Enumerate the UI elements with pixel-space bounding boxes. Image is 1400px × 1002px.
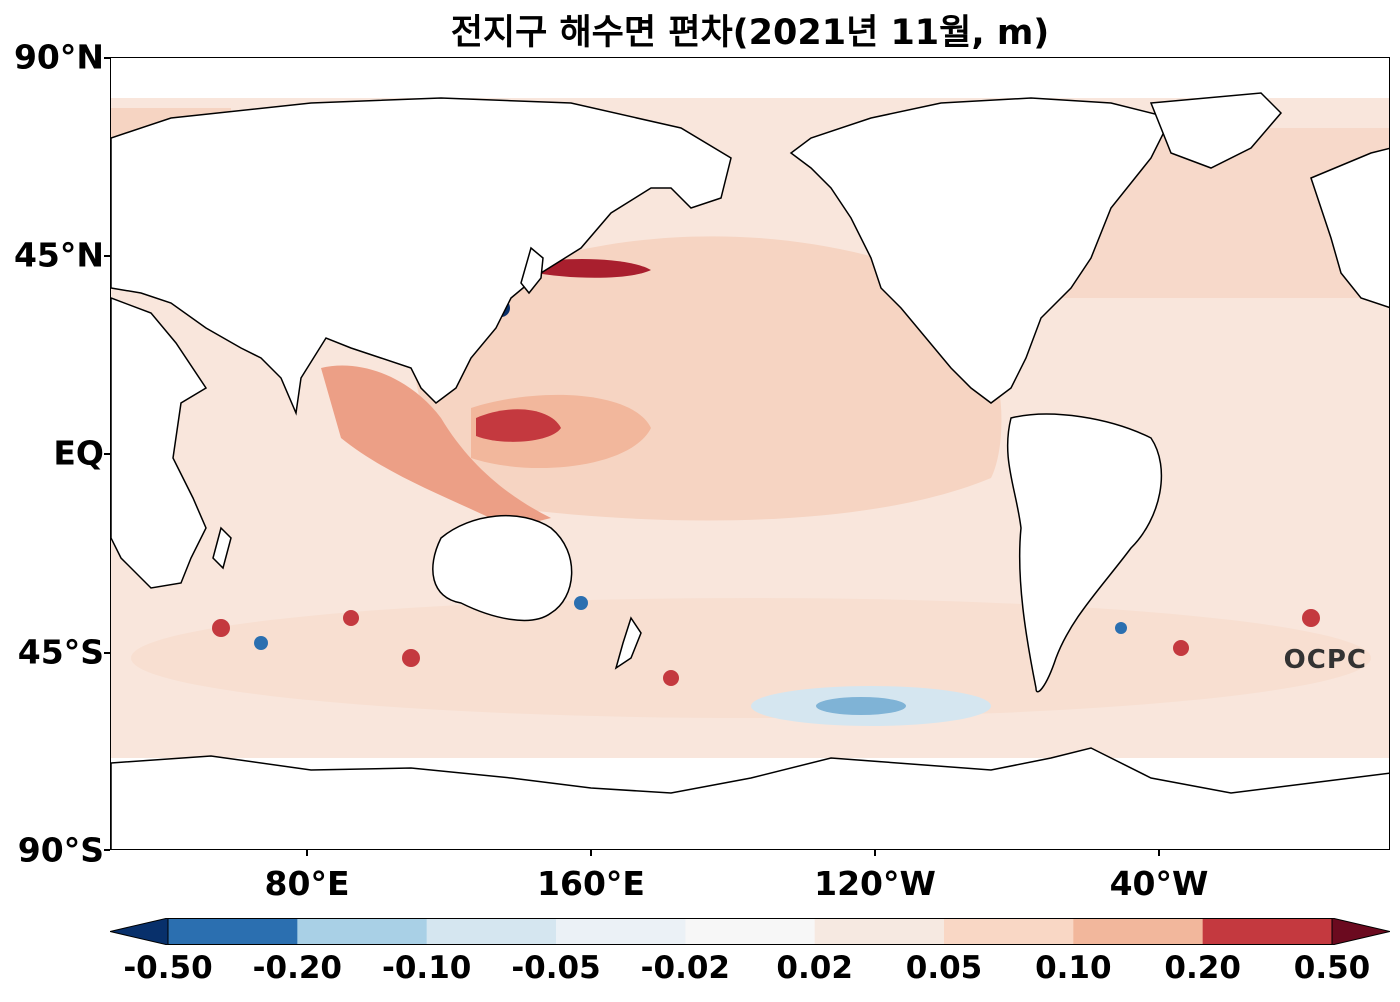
lat-tick — [104, 652, 110, 654]
colorbar-tick-label: 0.20 — [1164, 950, 1241, 986]
map-title: 전지구 해수면 편차(2021년 11월, m) — [450, 13, 1050, 53]
lat-label-90s: 90°S — [17, 830, 104, 870]
west-pacific-strong — [476, 409, 561, 442]
southern-ocean-band — [131, 598, 1371, 718]
southern-ocean-blue-core — [816, 697, 906, 715]
lat-tick — [104, 57, 110, 59]
lat-tick — [104, 255, 110, 257]
colorbar-tick-label: 0.10 — [1035, 950, 1112, 986]
madagascar-land — [212, 526, 232, 570]
lon-label-80e: 80°E — [264, 864, 350, 903]
colorbar-tick-label: 0.02 — [776, 950, 853, 986]
colorbar-extend-low — [110, 918, 169, 945]
antarctica-land — [111, 747, 1389, 849]
lon-label-120w: 120°W — [814, 864, 936, 903]
land-masses — [111, 92, 1389, 849]
lon-tick — [874, 850, 876, 856]
eurasia-land — [111, 97, 732, 416]
lon-label-40w: 40°W — [1109, 864, 1209, 903]
lat-label-45s: 45°S — [17, 632, 104, 672]
colorbar-segment — [814, 918, 945, 945]
colorbar-segment — [944, 918, 1074, 945]
lat-tick — [104, 849, 110, 851]
colorbar-tick-label: 0.50 — [1293, 950, 1371, 986]
colorbar-segment — [685, 918, 816, 945]
colorbar-segment — [297, 918, 428, 945]
map-svg — [111, 92, 1389, 849]
australia-land — [432, 514, 573, 622]
new-zealand-land — [614, 616, 642, 670]
sea-level-anomaly-map: OCPC — [110, 57, 1390, 850]
colorbar-segment — [556, 918, 686, 945]
lat-label-90n: 90°N — [13, 37, 104, 77]
colorbar-tick-label: -0.20 — [252, 950, 343, 986]
colorbar-segment — [1202, 918, 1333, 945]
colorbar-border — [167, 918, 1333, 945]
japan-land — [520, 246, 544, 295]
lat-label-45n: 45°N — [13, 235, 104, 275]
lat-tick — [104, 453, 110, 455]
colorbar-segment — [168, 918, 298, 945]
colorbar-segment — [1073, 918, 1204, 945]
colorbar-tick-label: -0.02 — [640, 950, 731, 986]
lat-label-eq: EQ — [53, 433, 104, 473]
colorbar-tick-label: -0.50 — [123, 950, 213, 986]
colorbar-extend-high — [1331, 918, 1390, 945]
lon-label-160e: 160°E — [537, 864, 645, 903]
colorbar-tick-label: -0.10 — [381, 950, 472, 986]
lon-tick — [590, 850, 592, 856]
africa-land — [111, 297, 208, 589]
ocpc-logo: OCPC — [1283, 645, 1367, 675]
kuroshio-strong — [531, 258, 651, 278]
europe-right-land — [1310, 147, 1389, 309]
colorbar-tick-label: 0.05 — [905, 950, 983, 986]
greenland-land — [1149, 92, 1283, 169]
colorbar — [110, 918, 1390, 945]
lon-tick — [1158, 850, 1160, 856]
colorbar-tick-label: -0.05 — [511, 950, 601, 986]
south-america-land — [1006, 413, 1163, 693]
indonesia-anomaly — [321, 365, 551, 528]
colorbar-segment — [426, 918, 557, 945]
lon-tick — [306, 850, 308, 856]
